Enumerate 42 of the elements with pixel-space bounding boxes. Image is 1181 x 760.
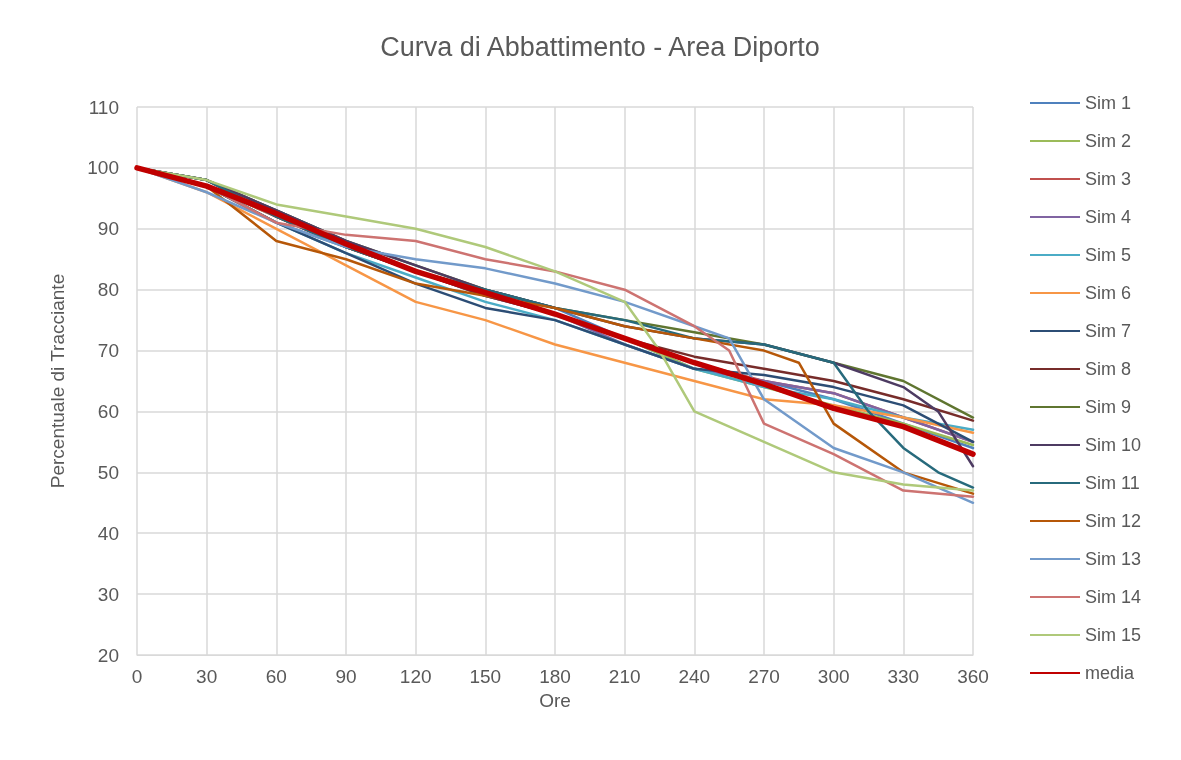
y-tick-label: 70 <box>97 340 119 362</box>
y-tick-label: 60 <box>97 400 119 422</box>
legend-label: Sim 8 <box>1085 359 1132 379</box>
legend-label: media <box>1085 663 1136 683</box>
x-tick-label: 0 <box>131 666 143 687</box>
x-axis-title: Ore <box>539 689 571 711</box>
y-tick-label: 40 <box>97 522 119 544</box>
x-tick-label: 90 <box>335 666 357 687</box>
legend-label: Sim 6 <box>1085 283 1132 303</box>
y-tick-label: 50 <box>97 461 119 483</box>
legend-label: Sim 14 <box>1085 587 1142 607</box>
chart-title: Curva di Abbattimento - Area Diporto <box>380 31 820 62</box>
y-tick-label: 80 <box>97 279 119 301</box>
x-tick-label: 360 <box>957 666 989 687</box>
legend-label: Sim 3 <box>1085 169 1132 189</box>
x-tick-label: 210 <box>608 666 641 687</box>
x-tick-label: 240 <box>678 666 711 687</box>
y-tick-label: 90 <box>97 218 119 240</box>
legend-label: Sim 11 <box>1085 473 1140 493</box>
legend-label: Sim 13 <box>1085 549 1142 569</box>
x-tick-label: 120 <box>399 666 432 687</box>
legend-label: Sim 7 <box>1085 321 1132 341</box>
x-tick-label: 300 <box>817 666 850 687</box>
y-tick-label: 100 <box>87 157 119 179</box>
legend-label: Sim 2 <box>1085 131 1132 151</box>
legend-label: Sim 9 <box>1085 397 1132 417</box>
x-tick-label: 330 <box>887 666 920 687</box>
legend-label: Sim 1 <box>1085 93 1132 113</box>
legend-label: Sim 12 <box>1085 511 1142 531</box>
x-tick-label: 270 <box>748 666 780 687</box>
x-tick-label: 30 <box>196 666 218 687</box>
legend-label: Sim 15 <box>1085 625 1142 645</box>
x-tick-label: 180 <box>539 666 571 687</box>
y-tick-label: 30 <box>97 583 119 605</box>
x-tick-label: 150 <box>469 666 502 687</box>
y-tick-label: 20 <box>97 644 119 666</box>
x-tick-label: 60 <box>265 666 287 687</box>
legend-label: Sim 10 <box>1085 435 1142 455</box>
y-axis-title: Percentuale di Tracciante <box>47 273 68 489</box>
legend-label: Sim 5 <box>1085 245 1132 265</box>
y-tick-label: 110 <box>88 96 119 118</box>
legend-label: Sim 4 <box>1085 207 1132 227</box>
